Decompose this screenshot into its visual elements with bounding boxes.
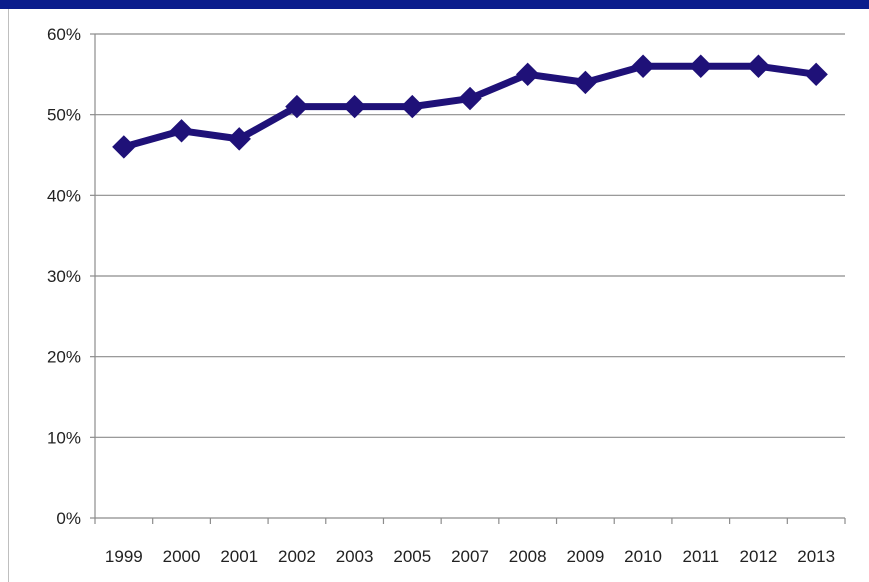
y-tick-label: 60% (47, 25, 81, 44)
y-axis-tick-labels: 0% 10% 20% 30% 40% 50% 60% (47, 25, 81, 528)
y-tick-label: 50% (47, 106, 81, 125)
x-tick-label: 2000 (163, 547, 201, 566)
y-tick-label: 10% (47, 428, 81, 447)
data-point-marker (400, 94, 425, 119)
data-point-marker (458, 86, 482, 111)
data-point-marker (112, 135, 136, 159)
data-point-marker (285, 94, 309, 119)
data-point-marker (746, 54, 771, 78)
y-tick-label: 30% (47, 267, 81, 286)
x-tick-label: 2002 (278, 547, 316, 566)
x-tick-label: 2009 (566, 547, 604, 566)
x-tick-label: 2003 (336, 547, 374, 566)
data-point-marker (804, 62, 828, 87)
x-tick-label: 2008 (509, 547, 547, 566)
axes (90, 33, 846, 524)
y-tick-label: 0% (56, 509, 81, 528)
x-axis-tick-labels: 1999 2000 2001 2002 2003 2005 2007 2008 2009 2010… (105, 547, 835, 566)
data-point-marker (573, 70, 598, 95)
gridlines (95, 33, 845, 438)
data-point-marker (515, 62, 540, 87)
left-border-line (8, 9, 9, 582)
data-point-marker (689, 54, 713, 78)
x-tick-label: 2007 (451, 547, 489, 566)
x-tick-label: 2010 (624, 547, 662, 566)
x-tick-label: 2005 (393, 547, 431, 566)
top-banner-band (0, 0, 869, 9)
data-point-marker (169, 119, 194, 143)
data-point-marker (342, 94, 367, 119)
data-series (112, 54, 828, 159)
x-tick-label: 2012 (740, 547, 778, 566)
x-tick-label: 2013 (797, 547, 835, 566)
x-tick-label: 1999 (105, 547, 143, 566)
y-tick-label: 20% (47, 348, 81, 367)
x-tick-label: 2001 (220, 547, 258, 566)
y-tick-label: 40% (47, 186, 81, 205)
data-point-marker (631, 54, 655, 78)
x-tick-label: 2011 (682, 547, 719, 566)
data-point-marker (227, 127, 251, 151)
